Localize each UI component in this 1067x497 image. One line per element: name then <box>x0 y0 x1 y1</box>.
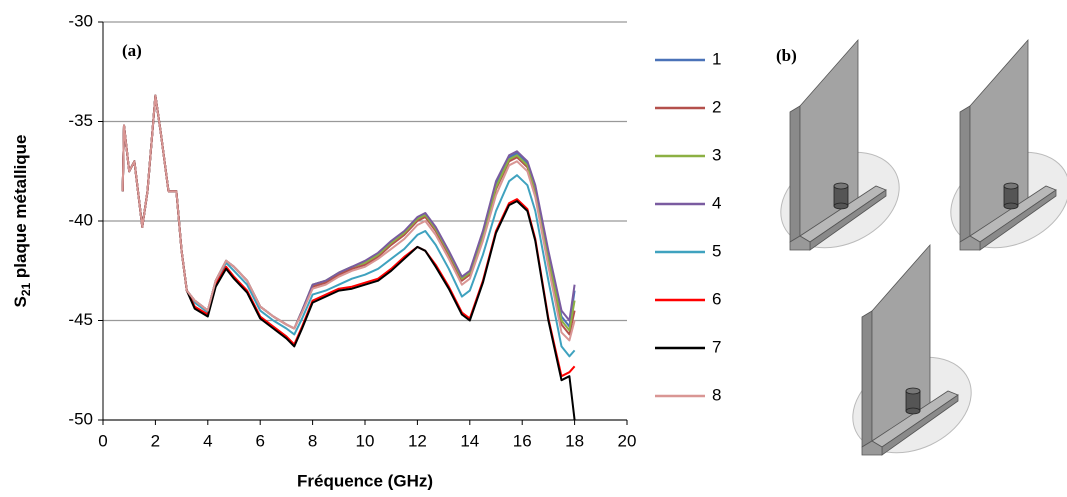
y-axis-title-part: S <box>11 296 30 307</box>
legend-label: 3 <box>712 145 721 164</box>
x-tick-label: 0 <box>98 431 107 450</box>
y-tick-label: -50 <box>68 409 93 428</box>
series-line <box>121 94 576 342</box>
x-tick-label: 16 <box>513 431 532 450</box>
x-tick-label: 6 <box>255 431 264 450</box>
y-axis-title: S21 plaque métallique <box>11 134 33 307</box>
plate-2 <box>934 39 1067 267</box>
x-tick-label: 14 <box>460 431 479 450</box>
legend-label: 6 <box>712 289 721 308</box>
panel-label: (b) <box>776 46 797 65</box>
y-axis-title-subscript: 21 <box>19 282 33 296</box>
x-tick-label: 18 <box>565 431 584 450</box>
series-line <box>121 94 576 358</box>
x-tick-label: 10 <box>356 431 375 450</box>
legend-label: 2 <box>712 97 721 116</box>
x-tick-label: 4 <box>203 431 212 450</box>
x-axis-title: Fréquence (GHz) <box>297 471 433 490</box>
x-tick-label: 20 <box>618 431 637 450</box>
plate-3 <box>836 244 988 472</box>
y-tick-label: -40 <box>68 210 93 229</box>
y-tick-label: -35 <box>68 111 93 130</box>
legend-label: 7 <box>712 337 721 356</box>
legend-label: 5 <box>712 241 721 260</box>
y-tick-label: -30 <box>68 11 93 30</box>
legend-label: 8 <box>712 385 721 404</box>
x-tick-label: 12 <box>408 431 427 450</box>
y-tick-label: -45 <box>68 310 93 329</box>
plate-diagram <box>764 39 1067 472</box>
y-axis-title-part: plaque métallique <box>11 134 30 282</box>
panel-label: (a) <box>122 41 142 60</box>
x-tick-label: 2 <box>151 431 160 450</box>
series-line <box>121 94 576 378</box>
x-tick-label: 8 <box>308 431 317 450</box>
legend-label: 1 <box>712 49 721 68</box>
series-line <box>121 94 576 421</box>
plate-1 <box>764 39 916 267</box>
legend-label: 4 <box>712 193 721 212</box>
